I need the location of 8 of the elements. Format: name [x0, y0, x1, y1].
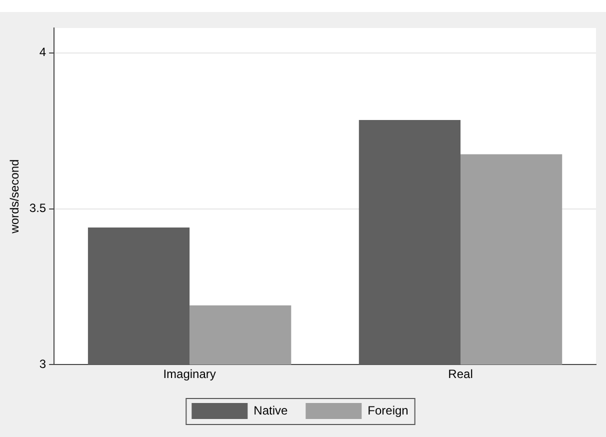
legend-label: Foreign: [368, 403, 408, 418]
x-tick-label: Imaginary: [163, 367, 216, 382]
y-tick-label: 3.5: [29, 201, 46, 216]
y-tick-label: 4: [39, 45, 46, 60]
y-axis-title: words/second: [8, 159, 22, 234]
y-tick-label: 3: [39, 356, 46, 371]
legend-label: Native: [254, 403, 288, 418]
x-tick-label: Real: [448, 367, 473, 382]
